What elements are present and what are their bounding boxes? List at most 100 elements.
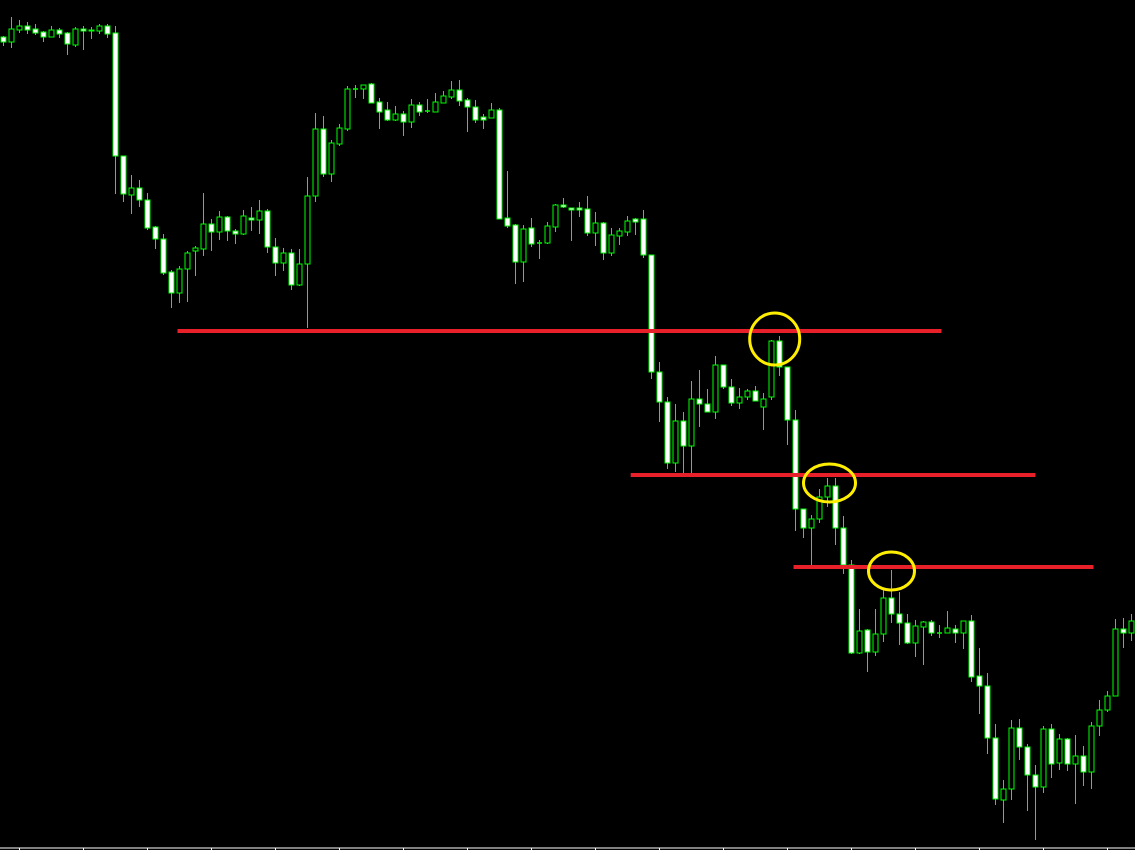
candle — [192, 246, 199, 276]
level-lines-layer — [177, 329, 1094, 569]
candle — [880, 590, 887, 642]
candle-body-bearish — [512, 224, 519, 263]
candle — [200, 193, 207, 256]
candle — [624, 216, 631, 236]
candle — [1072, 735, 1079, 804]
candle-body-bullish — [256, 210, 263, 221]
candle-body-bearish — [696, 398, 703, 405]
candle — [800, 508, 807, 538]
candle-body-bullish — [88, 29, 95, 32]
candle — [32, 24, 39, 35]
candle — [1016, 719, 1023, 760]
candles-layer — [0, 17, 1135, 840]
candle — [384, 102, 391, 121]
candle — [224, 216, 231, 241]
candle — [448, 81, 455, 99]
candle-body-bullish — [176, 268, 183, 294]
candle-body-bearish — [680, 420, 687, 447]
candle-body-bullish — [1072, 755, 1079, 765]
candle — [288, 249, 295, 290]
candle — [1080, 746, 1087, 786]
candle-body-bullish — [552, 204, 559, 228]
candle — [760, 393, 767, 430]
candle — [888, 570, 895, 623]
candle-body-bearish — [528, 227, 535, 245]
candle — [592, 212, 599, 246]
candle-body-bearish — [480, 116, 487, 121]
candle — [872, 609, 879, 656]
candle — [272, 238, 279, 276]
candle — [792, 410, 799, 531]
candle-body-bullish — [1104, 695, 1111, 711]
candle — [1056, 734, 1063, 770]
candle — [1040, 726, 1047, 793]
candle — [432, 93, 439, 113]
candle-body-bearish — [656, 371, 663, 403]
candle — [368, 83, 375, 104]
candle — [1048, 724, 1055, 778]
candle — [425, 99, 430, 113]
candle-body-bullish — [184, 252, 191, 270]
candle-body-bearish — [376, 101, 383, 113]
highlight-circle — [867, 550, 916, 592]
candle-body-bullish — [520, 228, 527, 263]
candle-body-bearish — [600, 222, 607, 254]
candle — [353, 85, 358, 98]
candle-body-bullish — [544, 225, 551, 244]
candle-body-bullish — [880, 597, 887, 635]
candle-body-bullish — [744, 390, 751, 398]
candle-body-bearish — [168, 271, 175, 294]
candle-body-bullish — [16, 25, 23, 31]
candle-body-bearish — [400, 113, 407, 123]
candle-body-bullish — [96, 25, 103, 32]
candle — [616, 228, 623, 245]
candle — [1088, 722, 1095, 789]
candle — [440, 91, 447, 104]
candle — [48, 26, 55, 38]
candle — [504, 171, 511, 228]
candle — [256, 200, 263, 234]
candle-body-bullish — [760, 398, 767, 408]
candle — [296, 249, 303, 286]
candle — [472, 100, 479, 123]
candle-body-bearish — [232, 230, 239, 235]
candle-body-bearish — [1120, 628, 1127, 634]
candle-body-bullish — [960, 620, 967, 634]
candle-body-bullish — [1088, 725, 1095, 773]
candle — [184, 251, 191, 302]
candle-body-bearish — [384, 109, 391, 121]
candle — [696, 370, 703, 427]
candle-body-bearish — [1080, 755, 1087, 773]
candle-body-bearish — [720, 364, 727, 388]
candle-body-bearish — [416, 104, 423, 113]
candle-body-bullish — [736, 396, 743, 404]
candle-body-bearish — [288, 252, 295, 286]
candle-body-bearish — [464, 99, 471, 108]
candle — [944, 611, 951, 634]
candle — [656, 362, 663, 422]
candle — [1032, 765, 1039, 840]
candle-body-bearish — [840, 527, 847, 566]
candle — [896, 592, 903, 645]
candle-body-bullish — [432, 101, 439, 113]
candle — [304, 177, 311, 328]
candle-body-bearish — [584, 208, 591, 234]
candle-body-bullish — [216, 216, 223, 233]
candle — [928, 620, 935, 636]
candle — [96, 24, 103, 34]
candle — [1096, 700, 1103, 736]
candle — [544, 222, 551, 244]
candle — [752, 386, 759, 402]
candle-body-bullish — [920, 621, 927, 628]
candle — [496, 108, 503, 220]
candle-body-bearish — [648, 254, 655, 373]
candle — [24, 22, 31, 34]
candle-body-bullish — [592, 222, 599, 234]
candle — [160, 234, 167, 275]
candle — [512, 224, 519, 284]
candle — [528, 218, 535, 247]
candle — [344, 86, 351, 131]
candle — [1120, 618, 1127, 648]
